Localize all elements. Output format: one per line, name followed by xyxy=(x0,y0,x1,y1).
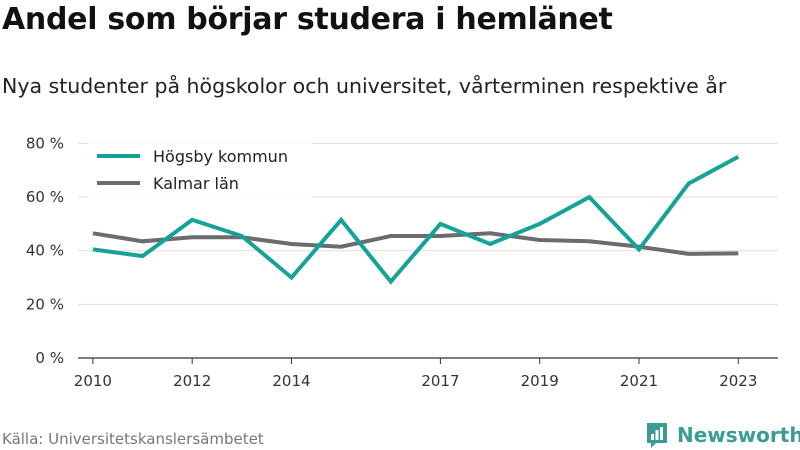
series-line-kalmar-län xyxy=(92,231,739,256)
y-tick-label: 80 % xyxy=(26,134,64,152)
brand-logo[interactable]: Newsworthy xyxy=(645,421,800,449)
x-tick-label: 2017 xyxy=(421,372,459,390)
legend-background xyxy=(88,140,312,204)
series-line-högsby-kommun xyxy=(92,155,740,285)
x-tick-label: 2021 xyxy=(620,372,658,390)
x-tick-label: 2010 xyxy=(74,372,112,390)
source-note: Källa: Universitetskanslersämbetet xyxy=(2,430,264,448)
x-tick-label: 2023 xyxy=(719,372,757,390)
y-tick-label: 40 % xyxy=(26,242,64,260)
x-tick-label: 2014 xyxy=(272,372,310,390)
chart-title: Andel som börjar studera i hemlänet xyxy=(2,2,613,37)
y-tick-label: 20 % xyxy=(26,295,64,313)
chart-axes: 0 % 20 % 40 % 60 % 80 % 2010 2012 2014 2017 2019 2… xyxy=(26,134,757,390)
chart-subtitle: Nya studenter på högskolor och universit… xyxy=(2,74,727,98)
y-tick-label: 60 % xyxy=(26,188,64,206)
chart-legend: Högsby kommun Kalmar län xyxy=(88,140,312,204)
x-tick-label: 2019 xyxy=(521,372,559,390)
newsworthy-logo-icon xyxy=(647,423,667,448)
brand-name: Newsworthy xyxy=(677,423,800,447)
x-tick-label: 2012 xyxy=(173,372,211,390)
legend-label: Kalmar län xyxy=(153,174,239,193)
legend-label: Högsby kommun xyxy=(153,147,288,166)
y-tick-label: 0 % xyxy=(35,349,64,367)
series-lines xyxy=(92,155,740,285)
